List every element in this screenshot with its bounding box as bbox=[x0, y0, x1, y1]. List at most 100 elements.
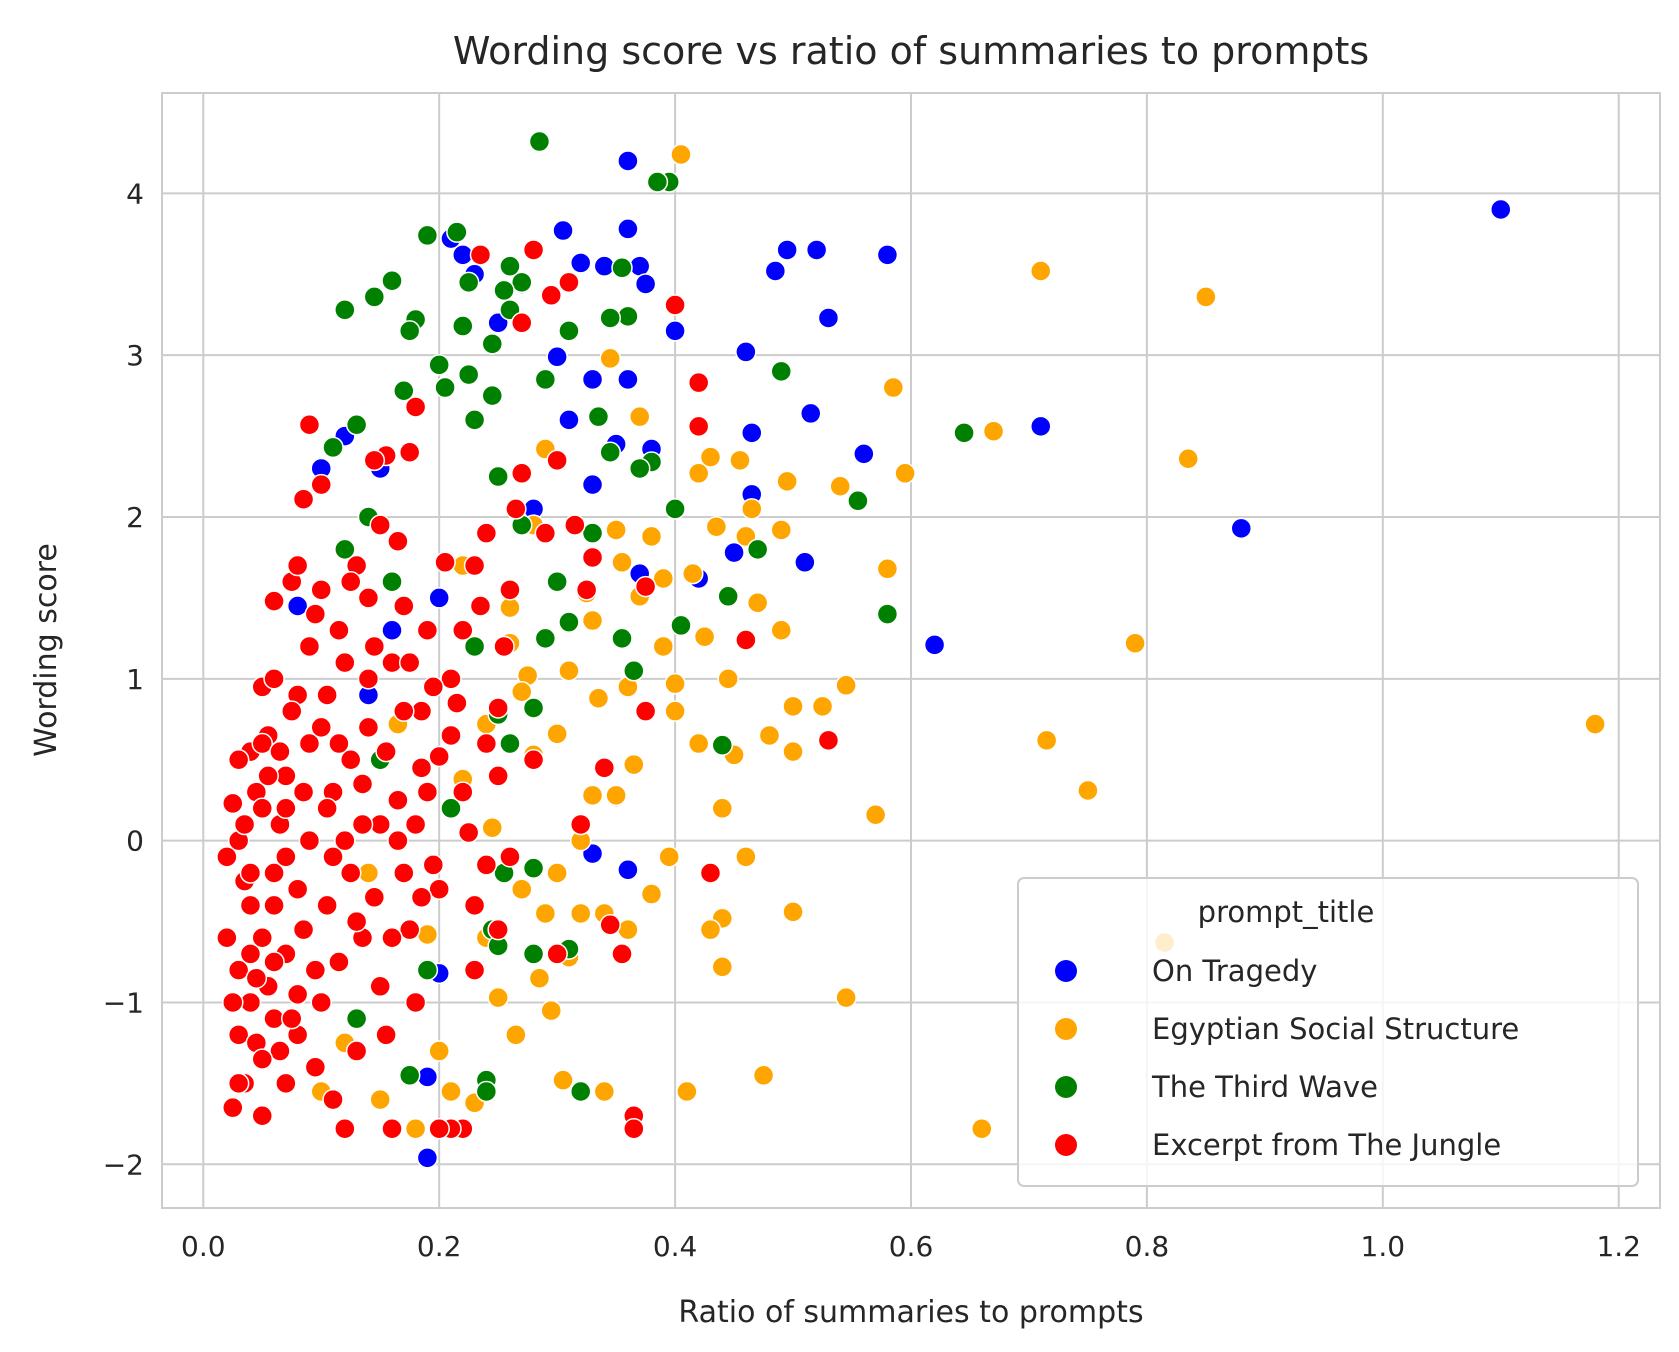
data-point bbox=[310, 579, 332, 601]
data-point bbox=[222, 1096, 244, 1119]
data-point bbox=[617, 918, 639, 941]
data-point bbox=[357, 668, 380, 690]
data-point bbox=[723, 541, 745, 564]
y-tick-labels: −2 −1 0 1 2 3 4 bbox=[103, 177, 144, 1181]
data-point bbox=[457, 363, 480, 386]
data-point bbox=[711, 797, 734, 820]
data-point bbox=[245, 967, 268, 989]
data-point bbox=[664, 498, 686, 520]
data-point bbox=[599, 441, 621, 464]
data-point bbox=[876, 558, 899, 580]
data-point bbox=[735, 341, 757, 363]
data-point bbox=[381, 269, 403, 292]
data-point bbox=[617, 305, 639, 328]
data-point bbox=[263, 862, 285, 884]
data-point bbox=[404, 396, 427, 418]
data-point bbox=[310, 716, 332, 739]
data-point bbox=[705, 515, 728, 538]
data-point bbox=[528, 130, 551, 153]
data-point bbox=[835, 986, 857, 1009]
data-point bbox=[599, 347, 621, 370]
data-point bbox=[322, 1088, 344, 1111]
data-point bbox=[280, 1007, 303, 1030]
data-point bbox=[275, 846, 297, 868]
data-point bbox=[982, 420, 1005, 442]
data-point bbox=[546, 346, 568, 368]
data-point bbox=[717, 668, 739, 690]
data-point bbox=[605, 784, 627, 807]
data-point bbox=[1124, 632, 1146, 654]
data-point bbox=[351, 773, 374, 795]
x-tick-label: 0.6 bbox=[889, 1230, 934, 1263]
data-point bbox=[222, 792, 244, 815]
data-point bbox=[611, 627, 633, 650]
data-point bbox=[227, 748, 250, 771]
data-point bbox=[339, 748, 362, 771]
data-point bbox=[487, 918, 509, 941]
data-point bbox=[286, 878, 309, 900]
data-point bbox=[328, 732, 350, 755]
data-point bbox=[263, 590, 285, 612]
legend-box bbox=[1017, 877, 1639, 1187]
data-point bbox=[847, 490, 869, 512]
data-point bbox=[499, 596, 521, 619]
data-point bbox=[799, 402, 822, 425]
data-point bbox=[782, 695, 804, 718]
data-point bbox=[505, 498, 527, 520]
data-point bbox=[381, 619, 403, 642]
x-axis-label: Ratio of summaries to prompts bbox=[678, 1295, 1143, 1330]
data-point bbox=[876, 244, 899, 266]
y-tick-label: 1 bbox=[126, 663, 144, 696]
data-point bbox=[251, 732, 274, 755]
data-point bbox=[711, 734, 734, 756]
data-point bbox=[334, 829, 356, 852]
data-point bbox=[493, 279, 515, 302]
data-point bbox=[481, 816, 504, 839]
data-point bbox=[699, 918, 722, 941]
data-point bbox=[693, 625, 716, 648]
data-point bbox=[251, 926, 274, 949]
data-point bbox=[628, 405, 651, 428]
data-point bbox=[640, 883, 663, 905]
data-point bbox=[499, 255, 521, 277]
data-point bbox=[345, 1007, 368, 1030]
data-point bbox=[363, 286, 386, 308]
data-point bbox=[375, 1024, 397, 1046]
y-tick-label: 0 bbox=[126, 825, 144, 858]
data-point bbox=[558, 659, 580, 682]
data-point bbox=[398, 320, 421, 342]
y-tick-label: −1 bbox=[103, 986, 144, 1019]
data-point bbox=[882, 376, 905, 399]
data-point bbox=[564, 514, 586, 536]
data-point bbox=[440, 1080, 462, 1103]
data-point bbox=[717, 585, 739, 608]
data-point bbox=[280, 700, 303, 722]
data-point bbox=[428, 1040, 450, 1062]
data-point bbox=[587, 687, 610, 709]
data-point bbox=[416, 224, 439, 247]
data-point bbox=[581, 546, 604, 569]
data-point bbox=[463, 635, 486, 658]
data-point bbox=[251, 797, 274, 820]
data-point bbox=[676, 1080, 698, 1103]
legend-marker bbox=[1055, 1134, 1077, 1156]
data-point bbox=[534, 522, 557, 544]
data-point bbox=[363, 635, 386, 658]
data-point bbox=[446, 692, 468, 714]
chart-title: Wording score vs ratio of summaries to p… bbox=[453, 29, 1369, 73]
data-point bbox=[817, 307, 840, 329]
data-point bbox=[351, 813, 374, 836]
legend-label: Excerpt from The Jungle bbox=[1152, 1128, 1501, 1162]
data-point bbox=[522, 943, 545, 965]
data-point bbox=[528, 967, 551, 989]
data-point bbox=[316, 684, 338, 706]
data-point bbox=[416, 781, 439, 803]
data-point bbox=[811, 695, 834, 718]
data-point bbox=[292, 488, 315, 510]
data-point bbox=[758, 724, 781, 747]
data-point bbox=[298, 635, 321, 658]
data-point bbox=[569, 1080, 592, 1103]
data-point bbox=[422, 854, 445, 876]
data-point bbox=[398, 441, 421, 464]
